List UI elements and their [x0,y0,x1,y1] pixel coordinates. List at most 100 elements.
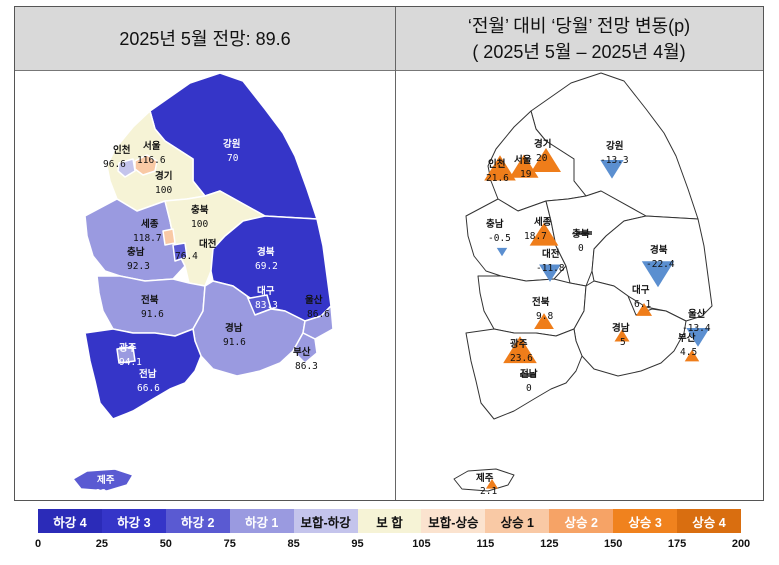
lbl-gyeongbuk: 경북 [257,246,275,258]
chg-val-sejong: 18.7 [524,231,547,242]
chg-val-daejeon: -11.8 [536,263,565,274]
panel-divider [395,7,396,500]
chg-lbl-ulsan: 울산 [688,308,706,320]
legend-item: 상승 3 [613,509,678,533]
region-jeonnam [84,328,202,420]
legend-tick: 95 [351,538,364,550]
legend-tick: 85 [287,538,300,550]
chg-val-jeonbuk: 9.8 [536,311,553,322]
left-title-text: 2025년 5월 전망: 89.6 [119,28,291,49]
rise-marker [534,313,554,329]
chg-val-ulsan: -13.4 [682,323,711,334]
right-title-line1: ‘전월’ 대비 ‘당월’ 전망 변동(p) [467,15,691,36]
rise-marker [485,478,499,489]
fall-marker [539,264,561,282]
val-gwangju: 94.1 [119,357,142,368]
lbl-jeju: 제주 [97,474,115,486]
chg-lbl-daejeon: 대전 [542,248,559,260]
val-gyeongnam: 91.6 [223,337,246,348]
val-gyeongbuk: 69.2 [255,261,278,272]
region-busan [292,332,318,364]
val-daejeon: 76.4 [175,251,198,262]
lbl-chungnam: 충남 [127,246,145,258]
legend-tick: 150 [603,538,623,550]
legend-tick: 0 [34,538,42,550]
chg-lbl-chungnam: 충남 [486,218,504,230]
lbl-jeonbuk: 전북 [141,294,159,306]
lbl-gwangju: 광주 [119,342,137,354]
lbl-incheon: 인천 [113,145,130,156]
chg-lbl-chungbuk: 충북 [572,228,590,240]
color-legend: 하강 4 하강 3 하강 2 하강 1 보합-하강 보 합 보합-상승 상승 1 상승 2 상승 … [38,509,741,533]
legend-item: 상승 1 [485,509,550,533]
chg-lbl-gwangju: 광주 [510,338,528,350]
fall-marker [686,327,710,347]
legend-item: 상승 4 [677,509,741,533]
legend-tick: 125 [540,538,559,550]
chg-val-seoul: 19 [520,169,532,180]
chg-lbl-jeonnam: 전남 [520,368,538,380]
chg-val-gyeongbuk: -22.4 [646,259,675,270]
legend-tick: 175 [667,538,687,550]
lbl-gyeongnam: 경남 [225,322,243,334]
right-panel-title: ‘전월’ 대비 ‘당월’ 전망 변동(p) ( 2025년 5월 – 2025년… [395,7,763,71]
legend-tick: 105 [412,538,431,550]
chg-lbl-daegu: 대구 [632,284,650,296]
chg-val-incheon: 21.6 [486,173,509,184]
chg-val-gyeongnam: 5 [620,337,626,348]
val-daegu: 83.3 [255,300,278,311]
outline-gyeongnam [573,280,687,377]
val-jeju: 83.3 [95,488,118,499]
legend-item: 보 합 [357,509,422,533]
rise-marker [509,154,539,178]
rise-marker [531,148,561,172]
outline-jeju [453,468,515,492]
region-jeonbuk [96,275,206,337]
no-change-marker [576,231,592,235]
region-jeju [72,468,134,492]
val-jeonbuk: 91.6 [141,309,164,320]
val-chungnam: 92.3 [127,261,150,272]
val-sejong: 118.7 [133,233,162,244]
fall-marker [641,261,675,288]
lbl-jeonnam: 전남 [139,368,157,380]
chg-lbl-gyeongbuk: 경북 [650,244,668,256]
chg-val-gwangju: 23.6 [510,353,533,364]
chg-val-chungnam: -0.5 [488,233,511,244]
val-jeonnam: 66.6 [137,383,160,394]
lbl-chungbuk: 충북 [191,204,209,216]
legend-item: 하강 4 [38,509,102,533]
legend-item: 하강 3 [101,509,166,533]
lbl-busan: 부산 [293,346,311,358]
rise-marker [635,302,653,316]
lbl-daegu: 대구 [257,285,275,297]
legend-item: 하강 2 [165,509,230,533]
legend-tick: 115 [476,538,495,550]
chg-val-gyeonggi: 20 [536,153,548,164]
lbl-sejong: 세종 [141,218,159,230]
chg-val-chungbuk: 0 [578,243,584,254]
change-map: 경기 20 서울 19 인천 21.6 강원 -13.3 세종 18.7 충남 … [453,72,713,497]
region-incheon [117,158,136,178]
chg-lbl-gangwon: 강원 [606,140,623,152]
figure-frame: 2025년 5월 전망: 89.6 ‘전월’ 대비 ‘당월’ 전망 변동(p) … [14,6,764,501]
val-busan: 86.3 [295,361,318,372]
chg-val-jeonnam: 0 [526,383,532,394]
forecast-map: 인천 96.6 서울 116.6 경기 100 강원 70 충북 100 세종 … [72,72,334,499]
lbl-gangwon: 강원 [223,138,240,150]
val-gyeonggi: 100 [155,185,172,196]
val-incheon: 96.6 [103,159,126,170]
lbl-daejeon: 대전 [199,238,216,250]
fall-marker [600,160,624,179]
chg-val-jeju: 2.1 [480,486,497,497]
chg-lbl-seoul: 서울 [514,154,532,166]
lbl-ulsan: 울산 [305,294,323,306]
val-gangwon: 70 [227,153,239,164]
chg-lbl-busan: 부산 [678,332,696,344]
region-daejeon [172,242,188,262]
legend-item: 보합-상승 [421,509,486,533]
region-gwangju [116,346,136,364]
outline-chungnam [465,198,567,282]
chg-lbl-incheon: 인천 [488,159,505,170]
chg-val-busan: 4.5 [680,347,697,358]
